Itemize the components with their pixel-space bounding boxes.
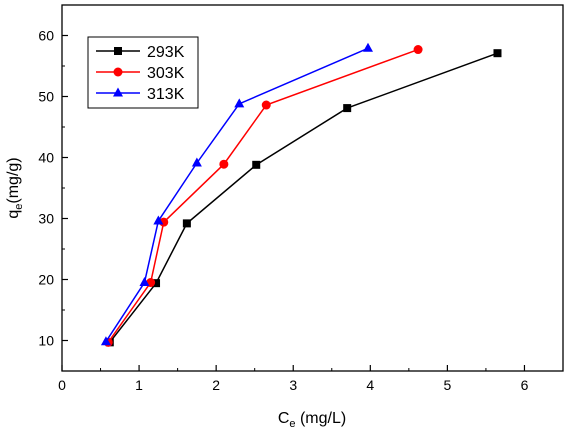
series-line xyxy=(107,48,419,343)
data-point xyxy=(139,277,150,287)
y-tick-label: 50 xyxy=(38,89,54,105)
y-axis-title-rest: (mg/g) xyxy=(5,157,22,203)
series-303K xyxy=(103,45,423,347)
series-313K xyxy=(100,42,373,346)
data-point xyxy=(191,157,202,167)
legend-marker xyxy=(113,87,123,97)
data-point xyxy=(152,279,161,288)
y-tick-label: 30 xyxy=(38,211,54,227)
data-point xyxy=(153,215,164,225)
x-axis-title-main: C xyxy=(278,410,290,427)
x-axis-title-sub: e xyxy=(289,418,295,430)
data-point xyxy=(261,100,271,110)
data-point xyxy=(234,98,245,108)
legend-label: 303K xyxy=(147,65,185,82)
x-axis-title: Ce (mg/L) xyxy=(278,410,346,430)
x-tick-label: 0 xyxy=(58,377,66,393)
data-point xyxy=(182,219,191,228)
series-line xyxy=(109,52,498,343)
y-tick-label: 60 xyxy=(38,28,54,44)
y-tick-label: 40 xyxy=(38,150,54,166)
series-line xyxy=(105,47,369,343)
y-axis-title: qe(mg/g) xyxy=(5,157,25,218)
x-tick-label: 1 xyxy=(135,377,143,393)
y-axis-title-main: q xyxy=(5,210,22,219)
data-point xyxy=(413,45,423,55)
axes-layer: 0 1 2 3 4 5 6 10 20 30 40 50 60 xyxy=(38,28,528,394)
legend-marker xyxy=(113,67,123,77)
data-point xyxy=(252,160,261,169)
y-tick-label: 20 xyxy=(38,272,54,288)
x-tick-label: 4 xyxy=(366,377,374,393)
x-tick-label: 6 xyxy=(521,377,529,393)
x-tick-label: 3 xyxy=(289,377,297,393)
legend-label: 313K xyxy=(147,86,185,103)
y-axis-title-sub: e xyxy=(13,204,25,210)
data-point xyxy=(362,42,373,52)
x-tick-label: 2 xyxy=(212,377,220,393)
legend-label: 293K xyxy=(147,44,185,61)
data-point xyxy=(100,336,111,346)
legend: 293K 303K 313K xyxy=(87,36,199,109)
legend-marker xyxy=(114,47,122,55)
data-point xyxy=(219,159,229,169)
data-point xyxy=(493,49,502,58)
data-point xyxy=(343,104,352,113)
x-tick-label: 5 xyxy=(443,377,451,393)
series-layer xyxy=(100,42,502,347)
y-tick-label: 10 xyxy=(38,333,54,349)
x-axis-title-rest: (mg/L) xyxy=(296,410,347,427)
